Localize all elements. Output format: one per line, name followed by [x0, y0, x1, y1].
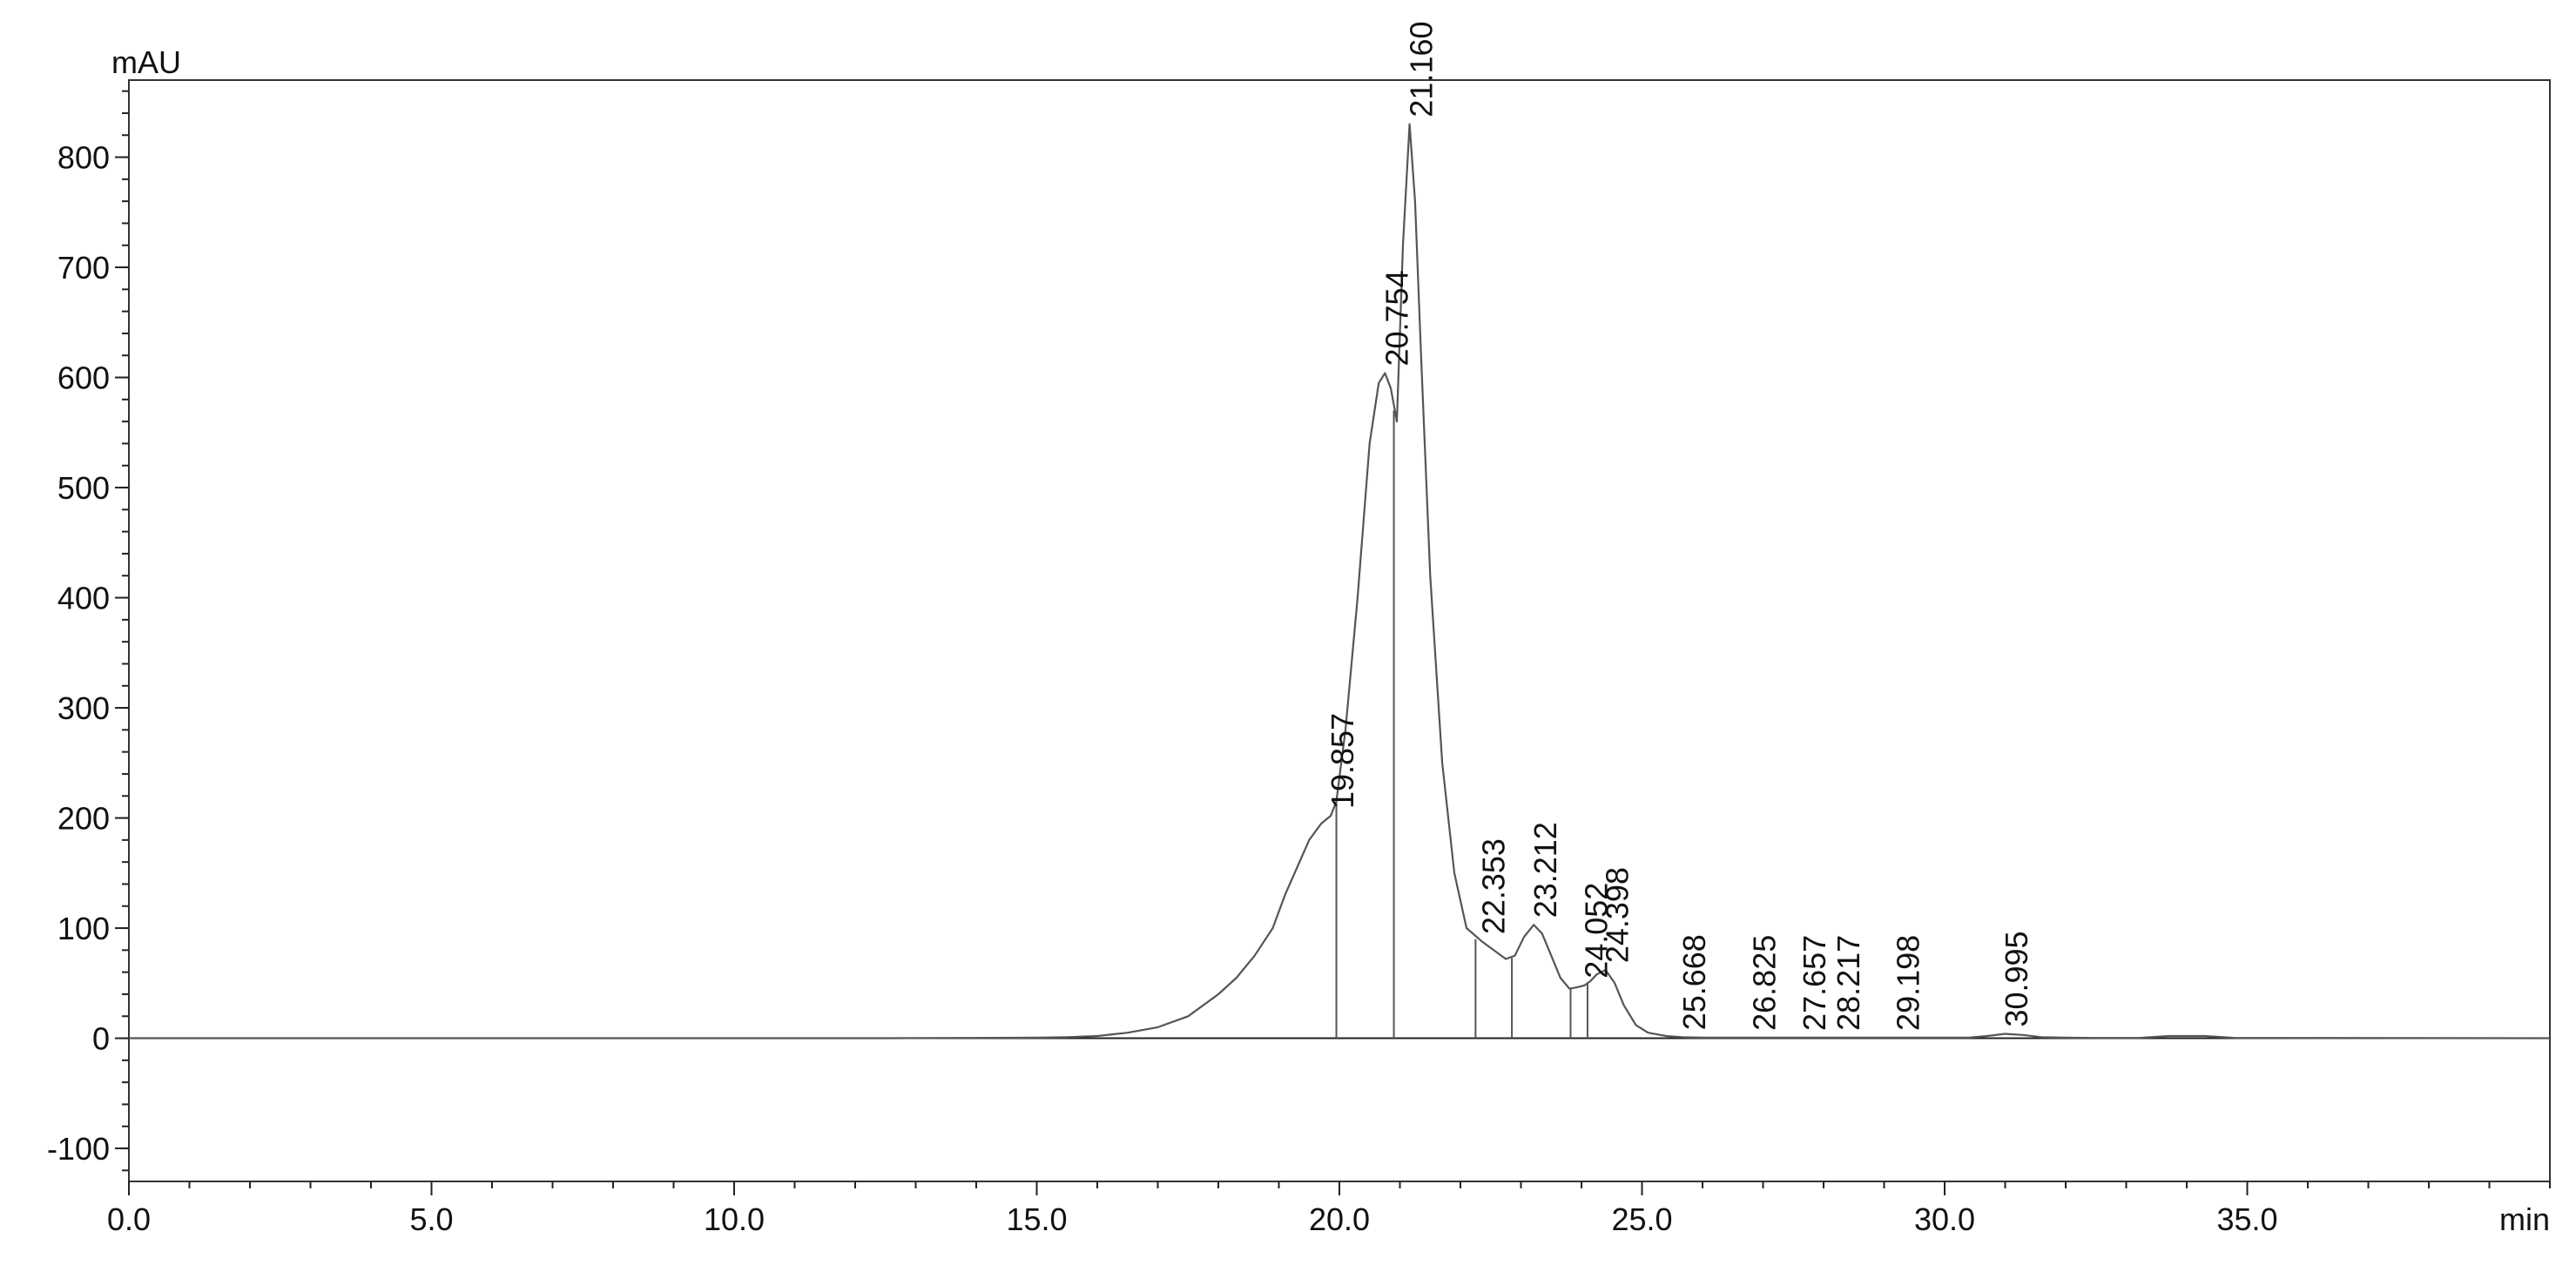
peak-label: 28.217	[1831, 935, 1866, 1031]
peak-label: 30.995	[1999, 931, 2034, 1026]
x-tick-label: 30.0	[1914, 1201, 1975, 1237]
peak-label: 26.825	[1746, 935, 1782, 1031]
y-tick-label: 500	[57, 470, 110, 506]
peak-label: 24.398	[1600, 867, 1635, 963]
x-tick-label: 5.0	[409, 1201, 453, 1237]
peak-label: 19.857	[1325, 713, 1360, 809]
y-tick-label: 100	[57, 911, 110, 946]
peak-label: 23.212	[1527, 822, 1563, 918]
peak-label: 21.160	[1404, 21, 1440, 117]
peak-label: 25.668	[1676, 934, 1712, 1030]
x-axis-unit: min	[2499, 1201, 2550, 1237]
y-tick-label: 400	[57, 581, 110, 616]
peak-label: 29.198	[1890, 935, 1925, 1031]
x-axis-ticks: 0.0 5.0 10.0 15.0 20.0 25.0 30.0 35.0	[107, 1181, 2278, 1237]
x-tick-label: 35.0	[2216, 1201, 2277, 1237]
peak-label: 20.754	[1379, 270, 1414, 366]
y-tick-label: -100	[47, 1131, 110, 1167]
y-tick-label: 200	[57, 801, 110, 837]
peak-label: 24.052	[1579, 883, 1615, 979]
y-tick-label: 800	[57, 140, 110, 176]
y-tick-label: 300	[57, 690, 110, 726]
x-tick-label: 20.0	[1309, 1201, 1370, 1237]
y-axis-ticks: -100 0 100 200 300 400 500 600 700 800	[47, 140, 129, 1167]
integration-drop-lines	[1335, 410, 1588, 1039]
x-tick-label: 10.0	[704, 1201, 765, 1237]
y-tick-label: 600	[57, 360, 110, 396]
peak-labels: 19.857 20.754 21.160 22.353 23.212 24.05224.3…	[1325, 21, 2034, 1030]
x-tick-label: 0.0	[107, 1201, 151, 1237]
peak-label: 27.657	[1797, 935, 1832, 1031]
y-tick-label: 700	[57, 250, 110, 286]
y-tick-label: 0	[92, 1021, 110, 1057]
y-axis-unit: mAU	[111, 44, 181, 80]
peak-label: 22.353	[1476, 838, 1512, 934]
x-tick-label: 25.0	[1611, 1201, 1672, 1237]
chromatogram-trace	[129, 123, 2551, 1040]
x-tick-label: 15.0	[1006, 1201, 1067, 1237]
